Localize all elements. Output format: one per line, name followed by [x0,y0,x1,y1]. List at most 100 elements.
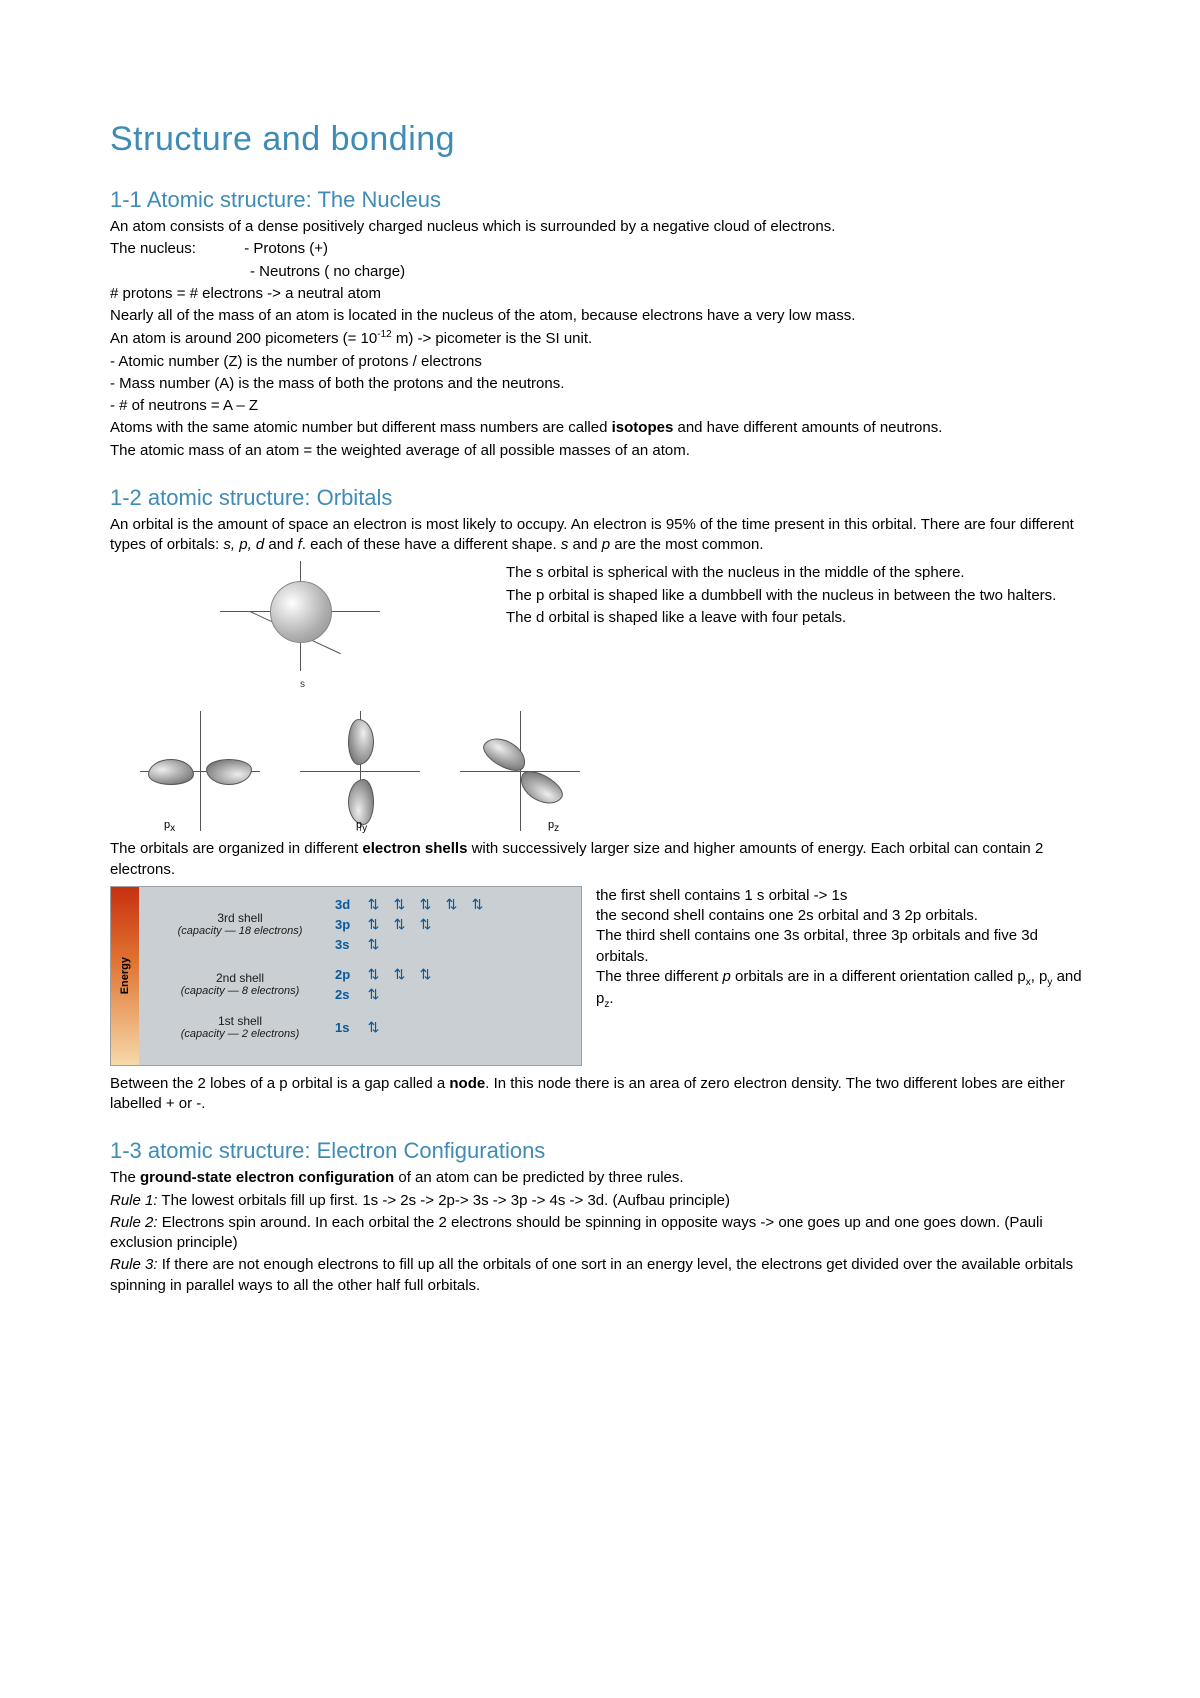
orbital-name: 1s [335,1019,365,1037]
para: # protons = # electrons -> a neutral ato… [110,284,1090,304]
shell-group: 2nd shell(capacity — 8 electrons)2p⇅⇅⇅2s… [145,965,575,1005]
para: An atom consists of a dense positively c… [110,217,1090,237]
orbital-row: 1s⇅ [335,1017,575,1037]
orbital-slots: ⇅⇅⇅ [365,965,433,984]
section-2-heading: 1-2 atomic structure: Orbitals [110,485,1090,511]
s-orbital-sphere [270,581,332,643]
text: An atom is around 200 picometers (= 10 [110,330,377,347]
electron-shell-diagram: Energy 3rd shell(capacity — 18 electrons… [110,886,582,1066]
lobe [515,765,568,811]
para: The s orbital is spherical with the nucl… [506,563,1090,583]
orbital-slots: ⇅ [365,985,381,1004]
orbital-slots: ⇅⇅⇅ [365,915,433,934]
electron-pair-icon: ⇅ [391,895,407,914]
orbital-row: 3p⇅⇅⇅ [335,915,575,935]
orbital-slots: ⇅ [365,1018,381,1037]
shell-label: 3rd shell(capacity — 18 electrons) [145,912,335,937]
text: The orbitals are organized in different [110,840,362,857]
para: The third shell contains one 3s orbital,… [596,926,1090,967]
orbital-row: 2s⇅ [335,985,575,1005]
axis [520,711,521,831]
para: The three different p orbitals are in a … [596,967,1090,1012]
para: Between the 2 lobes of a p orbital is a … [110,1074,1090,1115]
electron-pair-icon: ⇅ [365,1018,381,1037]
shell-group: 3rd shell(capacity — 18 electrons)3d⇅⇅⇅⇅… [145,895,575,955]
para: The orbitals are organized in different … [110,839,1090,880]
orbital-row: 3s⇅ [335,935,575,955]
para: The d orbital is shaped like a leave wit… [506,608,1090,628]
electron-pair-icon: ⇅ [365,915,381,934]
orbital-slots: ⇅ [365,935,381,954]
shell-label: 2nd shell(capacity — 8 electrons) [145,972,335,997]
text: are the most common. [610,536,763,553]
lobe [206,759,252,785]
p-orbital-figures: px py pz [140,711,1090,831]
shell-label: 1st shell(capacity — 2 electrons) [145,1015,335,1040]
para: Nearly all of the mass of an atom is loc… [110,306,1090,326]
electron-pair-icon: ⇅ [365,895,381,914]
bold-text: electron shells [362,840,467,857]
electron-pair-icon: ⇅ [365,935,381,954]
shell-group: 1st shell(capacity — 2 electrons)1s⇅ [145,1015,575,1040]
electron-pair-icon: ⇅ [417,965,433,984]
pz-orbital: pz [460,711,580,831]
shell-rows: 2p⇅⇅⇅2s⇅ [335,965,575,1005]
electron-pair-icon: ⇅ [469,895,485,914]
section-3-heading: 1-3 atomic structure: Electron Configura… [110,1138,1090,1164]
orbital-name: 3d [335,896,365,914]
electron-pair-icon: ⇅ [417,895,433,914]
para: - Atomic number (Z) is the number of pro… [110,352,1090,372]
px-orbital: px [140,711,260,831]
para: The atomic mass of an atom = the weighte… [110,441,1090,461]
electron-pair-icon: ⇅ [443,895,459,914]
rule-1: Rule 1: The lowest orbitals fill up firs… [110,1191,1090,1211]
text: . each of these have a different shape. [302,536,561,553]
bold-text: isotopes [612,419,674,436]
orbital-row: 3d⇅⇅⇅⇅⇅ [335,895,575,915]
electron-pair-icon: ⇅ [391,965,407,984]
axis [200,711,201,831]
pz-label: pz [548,818,559,836]
text: m) -> picometer is the SI unit. [392,330,593,347]
orbital-slots: ⇅ ⇅ ⇅ ⇅ ⇅ [365,895,485,914]
py-label: py [356,818,367,836]
italic-text: p [602,536,610,553]
text: Atoms with the same atomic number but di… [110,419,612,436]
section-2-body: An orbital is the amount of space an ele… [110,515,1090,1115]
para: The p orbital is shaped like a dumbbell … [506,586,1090,606]
s-orbital-figure-row: s The s orbital is spherical with the nu… [110,561,1090,701]
orbital-name: 3p [335,916,365,934]
text: The nucleus: [110,240,196,257]
text: and [264,536,297,553]
para: Atoms with the same atomic number but di… [110,418,1090,438]
para: An atom is around 200 picometers (= 10-1… [110,328,1090,349]
para: - Mass number (A) is the mass of both th… [110,374,1090,394]
page-title: Structure and bonding [110,120,1090,159]
para: The ground-state electron configuration … [110,1168,1090,1188]
orbital-name: 3s [335,936,365,954]
superscript: -12 [377,329,391,340]
para: the second shell contains one 2s orbital… [596,906,1090,926]
px-label: px [164,818,175,836]
shell-body: 3rd shell(capacity — 18 electrons)3d⇅⇅⇅⇅… [139,887,581,1065]
orbital-name: 2p [335,966,365,984]
para: The nucleus: - Protons (+) [110,239,1090,259]
text: and have different amounts of neutrons. [673,419,942,436]
energy-label: Energy [118,957,133,994]
section-3-body: The ground-state electron configuration … [110,1168,1090,1296]
lobe [479,731,532,777]
para: An orbital is the amount of space an ele… [110,515,1090,556]
bold-text: node [449,1075,485,1092]
italic-text: s, p, d [223,536,264,553]
text: Between the 2 lobes of a p orbital is a … [110,1075,449,1092]
orbital-name: 2s [335,986,365,1004]
energy-arrow: Energy [111,887,139,1065]
shell-rows: 3d⇅⇅⇅⇅⇅3p⇅⇅⇅3s⇅ [335,895,575,955]
orbital-side-text: The s orbital is spherical with the nucl… [500,561,1090,630]
section-1-body: An atom consists of a dense positively c… [110,217,1090,461]
text: - Protons (+) [244,240,328,257]
rule-3: Rule 3: If there are not enough electron… [110,1255,1090,1296]
s-orbital-figure: s [170,561,500,701]
shell-side-text: the first shell contains 1 s orbital -> … [582,886,1090,1012]
shell-diagram-row: Energy 3rd shell(capacity — 18 electrons… [110,886,1090,1074]
